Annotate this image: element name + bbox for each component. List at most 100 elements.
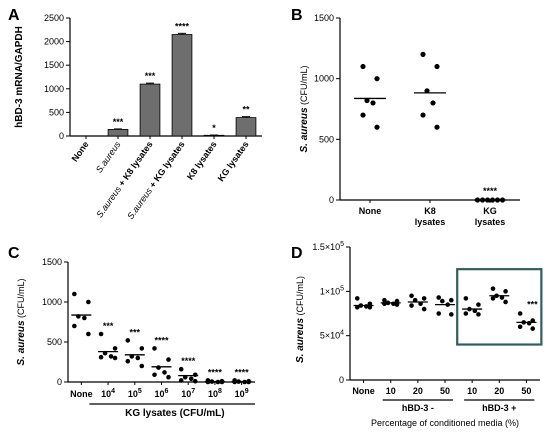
- data-point: [374, 124, 380, 130]
- group-label: hBD-3 +: [482, 403, 516, 413]
- data-point: [449, 312, 454, 317]
- significance-label: ****: [175, 21, 190, 31]
- x-tick-label: S.aureus + KG lysates: [125, 139, 186, 221]
- data-point: [409, 303, 414, 308]
- data-point: [382, 297, 387, 303]
- data-point: [72, 323, 77, 329]
- x-tick-label: 107: [181, 388, 195, 399]
- x-tick-label: None: [352, 386, 375, 396]
- chart-a: 0 500 1000 1500 2000 2500 hBD-3 mRNA/GAPDH None…: [14, 13, 262, 221]
- data-point: [86, 299, 91, 305]
- x-tick-label: 108: [208, 388, 222, 399]
- y-tick-label: 2500: [44, 13, 64, 23]
- x-tick-label: 105: [128, 388, 142, 399]
- data-point: [112, 346, 118, 351]
- panel-label-c: C: [8, 245, 20, 262]
- data-point: [463, 296, 469, 301]
- x-tick-label: 10: [467, 386, 477, 396]
- significance-label: ****: [208, 367, 223, 377]
- data-point: [156, 365, 161, 370]
- data-point: [370, 100, 376, 106]
- data-point: [530, 326, 536, 331]
- chart-d: 0 5×104 1×105 1.5×105 S. aureus (CFU/mL) None…: [295, 241, 543, 428]
- x-tick-label: KG: [483, 206, 497, 216]
- x-tick-label: lysates: [475, 217, 506, 227]
- x-tick-label: 50: [440, 386, 450, 396]
- data-point: [382, 301, 387, 307]
- data-point: [463, 311, 469, 316]
- x-tick-label: 20: [413, 386, 423, 396]
- y-tick-label: 500: [319, 134, 334, 144]
- x-tick-label: S.aureus: [94, 139, 123, 175]
- y-axis-title: S. aureus (CFU/mL): [299, 65, 310, 152]
- data-point: [162, 370, 167, 375]
- y-tick-label: 1000: [42, 297, 62, 307]
- y-tick-label: 1.5×105: [312, 241, 344, 252]
- data-point: [409, 293, 414, 299]
- y-tick-label: 0: [57, 377, 62, 387]
- x-tick-label: None: [70, 139, 91, 163]
- significance-label: ****: [483, 186, 498, 196]
- significance-label: ***: [145, 71, 156, 81]
- y-tick-label: 1000: [314, 74, 334, 84]
- data-point: [86, 331, 91, 337]
- data-point: [112, 355, 118, 361]
- y-tick-label: 1×105: [320, 285, 344, 296]
- data-point: [490, 296, 496, 301]
- data-point: [364, 97, 370, 104]
- data-point: [424, 88, 430, 94]
- data-point: [490, 286, 496, 291]
- data-point: [421, 296, 427, 301]
- x-axis-title: KG lysates (CFU/mL): [125, 408, 224, 419]
- data-point: [449, 297, 454, 303]
- data-point: [503, 299, 508, 305]
- data-point: [436, 295, 442, 300]
- y-tick-label: 0: [329, 195, 334, 205]
- data-point: [178, 366, 184, 372]
- data-point: [72, 291, 77, 297]
- x-axis-title: Percentage of conditioned media (%): [371, 418, 519, 428]
- data-point: [434, 124, 440, 130]
- data-point: [360, 63, 366, 70]
- data-point: [420, 112, 426, 118]
- x-tick-label: 50: [521, 386, 531, 396]
- data-point: [360, 112, 366, 118]
- group-label: hBD-3 -: [402, 403, 434, 413]
- data-point: [526, 320, 532, 326]
- data-point: [517, 324, 523, 330]
- x-tick-label: K8 lysates: [185, 139, 219, 181]
- y-axis-title: S. aureus (CFU/mL): [295, 276, 306, 363]
- chart-c: 0 500 1000 1500 S. aureus (CFU/mL) None *** 104…: [16, 257, 255, 419]
- bar: [171, 34, 193, 137]
- data-point: [440, 298, 445, 304]
- y-tick-label: 1500: [42, 257, 62, 267]
- y-tick-label: 1500: [44, 60, 64, 70]
- data-point: [139, 346, 145, 351]
- data-point: [135, 355, 141, 361]
- y-tick-label: 500: [49, 107, 64, 117]
- x-tick-label: 10: [386, 386, 396, 396]
- y-tick-label: 0: [59, 131, 64, 141]
- x-tick-label: K8: [424, 206, 436, 216]
- bar: [139, 83, 161, 137]
- data-point: [517, 311, 523, 316]
- y-tick-label: 500: [47, 337, 62, 347]
- data-point: [125, 338, 131, 343]
- y-tick-label: 1500: [314, 13, 334, 23]
- data-point: [108, 354, 114, 359]
- x-tick-label: 106: [155, 388, 169, 399]
- data-point: [125, 358, 131, 364]
- data-point: [430, 100, 436, 106]
- y-tick-label: 5×104: [320, 330, 344, 341]
- data-point: [139, 363, 145, 369]
- significance-label: ***: [103, 321, 114, 331]
- significance-label: **: [242, 105, 250, 115]
- y-tick-label: 1000: [44, 84, 64, 94]
- panel-label-b: B: [291, 7, 303, 24]
- y-axis-title: hBD-3 mRNA/GAPDH: [14, 26, 25, 128]
- data-point: [192, 372, 198, 378]
- data-point: [166, 374, 171, 380]
- bar: [235, 117, 257, 137]
